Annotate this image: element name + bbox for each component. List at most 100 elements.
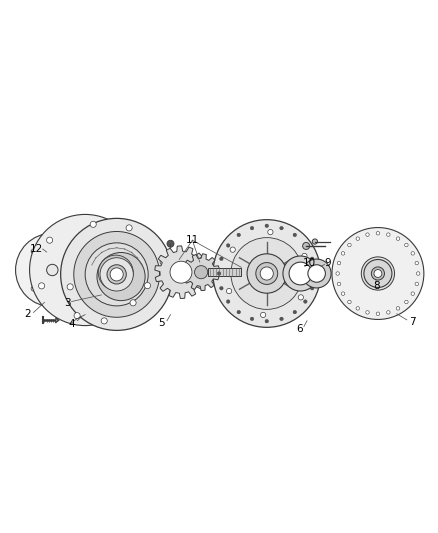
Circle shape	[212, 220, 320, 327]
Circle shape	[100, 258, 133, 291]
Circle shape	[166, 240, 173, 247]
Circle shape	[365, 311, 368, 314]
Circle shape	[68, 249, 73, 254]
Circle shape	[194, 265, 207, 279]
Circle shape	[302, 243, 309, 249]
Circle shape	[373, 270, 381, 278]
Circle shape	[260, 312, 265, 318]
Circle shape	[67, 284, 73, 290]
Circle shape	[410, 252, 413, 255]
Circle shape	[312, 272, 315, 275]
Circle shape	[74, 231, 159, 317]
Circle shape	[297, 295, 303, 300]
Circle shape	[340, 292, 344, 295]
Circle shape	[347, 243, 350, 247]
Circle shape	[31, 249, 36, 254]
Circle shape	[90, 221, 96, 228]
Circle shape	[237, 310, 240, 314]
Circle shape	[386, 233, 389, 236]
Circle shape	[226, 300, 230, 303]
Circle shape	[310, 257, 313, 261]
Circle shape	[303, 300, 307, 303]
Polygon shape	[155, 246, 207, 298]
Circle shape	[42, 261, 62, 280]
Circle shape	[367, 264, 387, 283]
Circle shape	[301, 253, 306, 259]
Circle shape	[279, 227, 283, 230]
Circle shape	[226, 288, 231, 294]
Circle shape	[340, 252, 344, 255]
Circle shape	[386, 311, 389, 314]
Circle shape	[363, 260, 391, 287]
Circle shape	[68, 286, 73, 291]
Circle shape	[76, 261, 94, 279]
Circle shape	[293, 233, 296, 237]
Circle shape	[404, 300, 407, 304]
Circle shape	[307, 265, 325, 282]
Circle shape	[265, 224, 268, 228]
Circle shape	[414, 261, 417, 265]
Circle shape	[130, 300, 136, 306]
Circle shape	[46, 237, 53, 243]
Circle shape	[336, 261, 340, 265]
Text: 11: 11	[185, 235, 198, 245]
Circle shape	[219, 257, 223, 261]
Text: 5: 5	[158, 318, 165, 328]
Circle shape	[355, 306, 359, 310]
Circle shape	[250, 227, 253, 230]
Circle shape	[336, 282, 340, 286]
Circle shape	[355, 237, 359, 240]
Circle shape	[360, 257, 394, 290]
Circle shape	[160, 259, 166, 265]
Text: 7: 7	[408, 317, 414, 327]
Circle shape	[396, 237, 399, 240]
Circle shape	[288, 262, 311, 285]
Circle shape	[293, 310, 296, 314]
Circle shape	[107, 265, 126, 284]
Circle shape	[219, 287, 223, 290]
Circle shape	[260, 267, 273, 280]
Text: 8: 8	[372, 281, 378, 291]
Circle shape	[265, 319, 268, 323]
Circle shape	[46, 264, 58, 276]
Circle shape	[97, 253, 145, 301]
Circle shape	[15, 233, 89, 307]
Circle shape	[347, 300, 350, 304]
Text: 9: 9	[324, 257, 331, 268]
Circle shape	[396, 306, 399, 310]
Circle shape	[110, 268, 123, 281]
Circle shape	[404, 243, 407, 247]
Circle shape	[375, 312, 379, 316]
Circle shape	[29, 214, 141, 326]
Circle shape	[74, 313, 80, 319]
Text: 10: 10	[302, 257, 315, 268]
Circle shape	[144, 282, 150, 289]
Text: 6: 6	[295, 324, 302, 334]
Circle shape	[85, 243, 148, 306]
Circle shape	[31, 286, 36, 291]
Circle shape	[310, 287, 313, 290]
Circle shape	[303, 244, 307, 247]
Circle shape	[117, 297, 124, 303]
FancyBboxPatch shape	[208, 268, 240, 276]
Circle shape	[414, 282, 417, 286]
Circle shape	[98, 255, 133, 290]
Circle shape	[101, 318, 107, 324]
Text: 4: 4	[68, 319, 75, 329]
Text: 12: 12	[30, 244, 43, 254]
Circle shape	[60, 219, 172, 330]
FancyBboxPatch shape	[286, 265, 292, 282]
Circle shape	[255, 263, 277, 285]
Circle shape	[237, 233, 240, 237]
Circle shape	[283, 256, 317, 291]
Circle shape	[311, 239, 317, 244]
Circle shape	[230, 238, 302, 309]
Circle shape	[125, 251, 131, 257]
Circle shape	[331, 228, 423, 319]
Circle shape	[375, 231, 379, 235]
Circle shape	[365, 233, 368, 236]
Circle shape	[279, 317, 283, 321]
Text: 2: 2	[25, 309, 31, 319]
Circle shape	[230, 247, 235, 252]
Circle shape	[371, 267, 384, 280]
